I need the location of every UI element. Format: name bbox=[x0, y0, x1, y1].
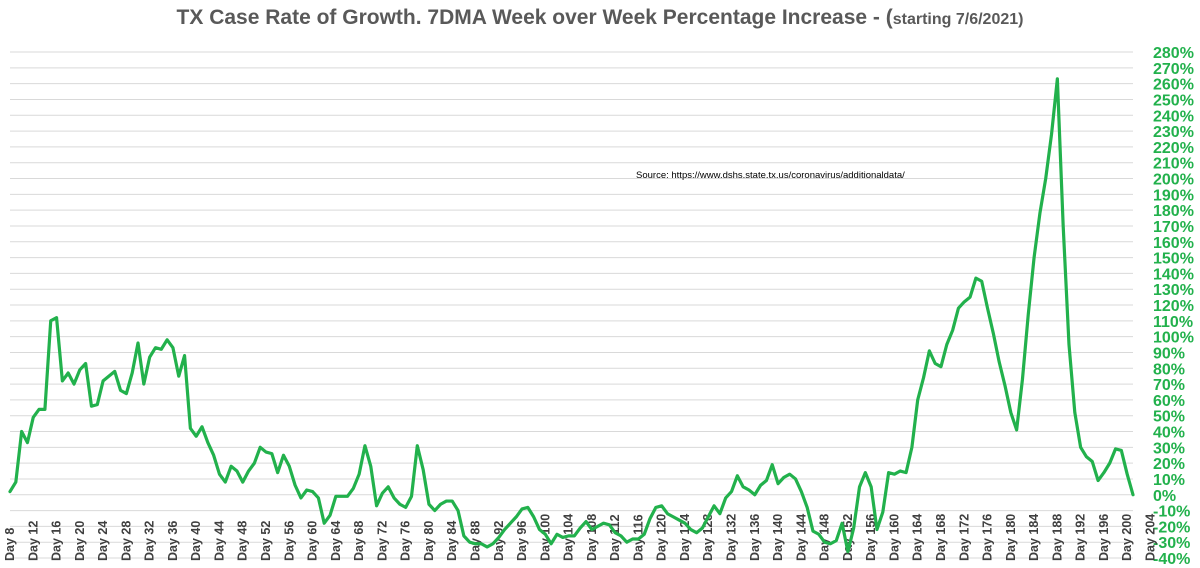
y-tick-label: 110% bbox=[1153, 314, 1193, 331]
x-tick-label: Day 180 bbox=[1004, 514, 1018, 561]
x-tick-label: Day 140 bbox=[771, 514, 785, 561]
x-tick-label: Day 144 bbox=[794, 514, 808, 561]
x-tick-label: Day 164 bbox=[911, 514, 925, 561]
x-tick-label: Day 64 bbox=[329, 521, 343, 561]
x-tick-label: Day 80 bbox=[422, 521, 436, 561]
y-tick-label: 60% bbox=[1153, 393, 1185, 410]
series-layer bbox=[8, 77, 1135, 554]
source-note: Source: https://www.dshs.state.tx.us/cor… bbox=[636, 170, 905, 181]
x-tick-label: Day 152 bbox=[841, 514, 855, 561]
x-tick-label: Day 84 bbox=[445, 521, 459, 561]
y-tick-label: 250% bbox=[1153, 92, 1194, 109]
y-tick-label: 210% bbox=[1153, 156, 1194, 173]
x-tick-label: Day 48 bbox=[236, 521, 250, 561]
y-tick-label: 30% bbox=[1153, 440, 1185, 457]
y-tick-label: 190% bbox=[1153, 187, 1194, 204]
y-tick-label: 90% bbox=[1153, 345, 1185, 362]
y-tick-label: 80% bbox=[1153, 361, 1185, 378]
x-tick-label: Day 36 bbox=[166, 521, 180, 561]
x-tick-label: Day 60 bbox=[306, 521, 320, 561]
x-tick-label: Day 168 bbox=[934, 514, 948, 561]
y-tick-label: 160% bbox=[1153, 235, 1194, 252]
y-tick-label: 140% bbox=[1153, 266, 1194, 283]
chart-title: TX Case Rate of Growth. 7DMA Week over W… bbox=[0, 6, 1200, 30]
x-tick-label: Day 56 bbox=[282, 521, 296, 561]
x-tick-label: Day 192 bbox=[1074, 514, 1088, 561]
y-axis: -40%-30%-20%-10%0%10%20%30%40%50%60%70%8… bbox=[1153, 45, 1194, 568]
y-tick-label: 200% bbox=[1153, 172, 1194, 189]
y-tick-label: 130% bbox=[1153, 282, 1194, 299]
gridlines bbox=[10, 51, 1133, 559]
y-tick-label: -20% bbox=[1153, 519, 1190, 536]
y-tick-label: 180% bbox=[1153, 203, 1194, 220]
series-line bbox=[8, 77, 1135, 554]
x-tick-label: Day 156 bbox=[864, 514, 878, 561]
x-tick-label: Day 12 bbox=[26, 521, 40, 561]
x-tick-label: Day 132 bbox=[725, 514, 739, 561]
x-tick-label: Day 88 bbox=[468, 521, 482, 561]
x-tick-label: Day 44 bbox=[212, 521, 226, 561]
y-tick-label: 280% bbox=[1153, 45, 1194, 62]
y-tick-label: 0% bbox=[1153, 488, 1176, 505]
x-tick-label: Day 76 bbox=[399, 521, 413, 561]
x-tick-label: Day 24 bbox=[96, 521, 110, 561]
y-tick-label: 70% bbox=[1153, 377, 1185, 394]
x-tick-label: Day 136 bbox=[748, 514, 762, 561]
x-tick-label: Day 28 bbox=[119, 521, 133, 561]
x-tick-label: Day 68 bbox=[352, 521, 366, 561]
x-tick-label: Day 8 bbox=[3, 528, 17, 561]
x-tick-label: Day 20 bbox=[73, 521, 87, 561]
x-tick-label: Day 16 bbox=[50, 521, 64, 561]
x-tick-label: Day 96 bbox=[515, 521, 529, 561]
y-tick-label: 240% bbox=[1153, 108, 1194, 125]
y-tick-label: 100% bbox=[1153, 330, 1194, 347]
y-tick-label: -30% bbox=[1153, 535, 1190, 552]
x-tick-label: Day 184 bbox=[1027, 514, 1041, 561]
y-tick-label: 260% bbox=[1153, 77, 1194, 94]
y-tick-label: 120% bbox=[1153, 298, 1194, 315]
x-tick-label: Day 128 bbox=[701, 514, 715, 561]
x-tick-label: Day 200 bbox=[1120, 514, 1134, 561]
y-tick-label: 150% bbox=[1153, 251, 1194, 268]
x-tick-label: Day 160 bbox=[887, 514, 901, 561]
x-tick-label: Day 120 bbox=[655, 514, 669, 561]
chart-title-main: TX Case Rate of Growth. 7DMA Week over W… bbox=[176, 6, 893, 29]
x-tick-label: Day 112 bbox=[608, 514, 622, 561]
x-tick-label: Day 72 bbox=[375, 521, 389, 561]
y-tick-label: 20% bbox=[1153, 456, 1185, 473]
x-tick-label: Day 176 bbox=[981, 514, 995, 561]
x-tick-label: Day 32 bbox=[143, 521, 157, 561]
y-tick-label: -10% bbox=[1153, 504, 1190, 521]
chart-title-small: starting 7/6/2021) bbox=[892, 11, 1024, 28]
x-tick-label: Day 172 bbox=[957, 514, 971, 561]
x-tick-label: Day 148 bbox=[818, 514, 832, 561]
x-tick-label: Day 196 bbox=[1097, 514, 1111, 561]
y-tick-label: 40% bbox=[1153, 425, 1185, 442]
y-tick-label: 50% bbox=[1153, 409, 1185, 426]
x-tick-label: Day 40 bbox=[189, 521, 203, 561]
y-tick-label: -40% bbox=[1153, 551, 1190, 568]
y-tick-label: 270% bbox=[1153, 61, 1194, 78]
x-tick-label: Day 52 bbox=[259, 521, 273, 561]
y-tick-label: 230% bbox=[1153, 124, 1194, 141]
x-axis: Day 8 Day 12 Day 16 Day 20 Day 24 Day 28 Day 3… bbox=[3, 514, 1157, 561]
x-tick-label: Day 204 bbox=[1143, 514, 1157, 561]
y-tick-label: 220% bbox=[1153, 140, 1194, 157]
x-tick-label: Day 188 bbox=[1050, 514, 1064, 561]
x-tick-label: Day 100 bbox=[538, 514, 552, 561]
y-tick-label: 10% bbox=[1153, 472, 1185, 489]
y-tick-label: 170% bbox=[1153, 219, 1194, 236]
